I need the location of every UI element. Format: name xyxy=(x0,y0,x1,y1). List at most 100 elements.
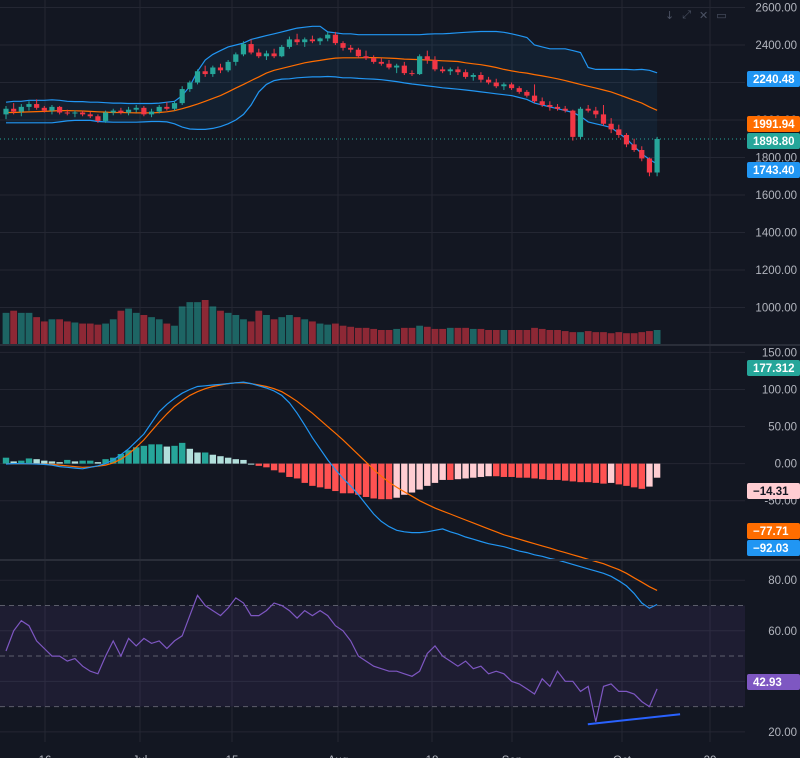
macd-histogram-bar[interactable] xyxy=(531,463,538,479)
volume-bar[interactable] xyxy=(2,312,10,345)
macd-histogram-bar[interactable] xyxy=(194,452,201,464)
candle-body[interactable] xyxy=(171,103,178,109)
volume-bar[interactable] xyxy=(71,322,79,346)
volume-bar[interactable] xyxy=(109,319,117,345)
macd-histogram-bar[interactable] xyxy=(286,463,293,477)
volume-bar[interactable] xyxy=(492,330,500,345)
macd-histogram-bar[interactable] xyxy=(178,442,186,464)
volume-bar[interactable] xyxy=(224,312,232,345)
candle-body[interactable] xyxy=(639,150,645,159)
candle-body[interactable] xyxy=(463,72,469,77)
candle-body[interactable] xyxy=(516,88,522,92)
macd-histogram-bar[interactable] xyxy=(10,461,17,464)
candle-body[interactable] xyxy=(493,82,499,87)
candle-body[interactable] xyxy=(148,111,155,115)
macd-histogram-bar[interactable] xyxy=(424,463,431,486)
volume-bar[interactable] xyxy=(546,330,554,345)
volume-bar[interactable] xyxy=(561,331,569,345)
volume-bar[interactable] xyxy=(477,328,485,345)
volume-bar[interactable] xyxy=(515,330,523,345)
maximize-icon[interactable]: ▭ xyxy=(716,8,727,22)
candle-body[interactable] xyxy=(539,101,545,105)
volume-bar[interactable] xyxy=(638,332,646,345)
candle-body[interactable] xyxy=(325,34,331,39)
candle-body[interactable] xyxy=(531,95,538,102)
volume-bar[interactable] xyxy=(523,330,531,345)
volume-bar[interactable] xyxy=(255,310,263,345)
candle-body[interactable] xyxy=(118,110,124,113)
macd-histogram-bar[interactable] xyxy=(41,460,48,464)
volume-bar[interactable] xyxy=(653,330,661,345)
macd-histogram-bar[interactable] xyxy=(385,463,393,500)
volume-bar[interactable] xyxy=(278,317,286,345)
candle-body[interactable] xyxy=(631,144,637,150)
macd-histogram-bar[interactable] xyxy=(638,463,645,489)
volume-bar[interactable] xyxy=(48,319,56,345)
volume-bar[interactable] xyxy=(270,319,278,345)
volume-bar[interactable] xyxy=(201,300,209,345)
macd-histogram-bar[interactable] xyxy=(569,463,577,482)
volume-bar[interactable] xyxy=(584,331,592,345)
candle-body[interactable] xyxy=(508,84,515,89)
volume-bar[interactable] xyxy=(94,324,102,345)
macd-histogram-bar[interactable] xyxy=(500,463,508,477)
macd-histogram-bar[interactable] xyxy=(630,463,638,488)
candle-body[interactable] xyxy=(34,104,40,108)
candle-body[interactable] xyxy=(332,34,338,44)
candle-body[interactable] xyxy=(11,108,17,112)
macd-histogram-bar[interactable] xyxy=(362,463,370,497)
candle-body[interactable] xyxy=(217,67,224,71)
macd-histogram-bar[interactable] xyxy=(316,463,324,488)
candle-body[interactable] xyxy=(570,110,576,137)
volume-bar[interactable] xyxy=(554,330,561,345)
macd-histogram-bar[interactable] xyxy=(523,463,531,478)
volume-bar[interactable] xyxy=(469,328,477,345)
candle-body[interactable] xyxy=(485,79,492,83)
macd-histogram-bar[interactable] xyxy=(324,463,331,489)
candle-body[interactable] xyxy=(501,84,507,87)
volume-bar[interactable] xyxy=(538,328,546,345)
macd-histogram-bar[interactable] xyxy=(148,444,155,464)
volume-bar[interactable] xyxy=(33,317,41,345)
macd-histogram-bar[interactable] xyxy=(309,463,316,486)
macd-histogram-bar[interactable] xyxy=(370,463,377,499)
volume-bar[interactable] xyxy=(347,326,355,345)
volume-bar[interactable] xyxy=(178,306,186,345)
macd-histogram-bar[interactable] xyxy=(163,446,171,464)
volume-bar[interactable] xyxy=(623,333,630,345)
collapse-icon[interactable]: ⤢ xyxy=(682,8,692,21)
volume-bar[interactable] xyxy=(569,332,577,345)
volume-bar[interactable] xyxy=(615,332,623,345)
candle-body[interactable] xyxy=(363,56,369,59)
candle-body[interactable] xyxy=(524,91,530,96)
volume-bar[interactable] xyxy=(247,321,255,345)
candle-body[interactable] xyxy=(348,47,354,50)
volume-bar[interactable] xyxy=(362,327,370,345)
macd-histogram-bar[interactable] xyxy=(454,463,462,480)
volume-bar[interactable] xyxy=(140,315,148,345)
macd-histogram-bar[interactable] xyxy=(600,463,607,484)
candle-body[interactable] xyxy=(386,63,392,68)
macd-histogram-bar[interactable] xyxy=(439,463,446,480)
candle-body[interactable] xyxy=(164,106,170,109)
pane-separators[interactable] xyxy=(0,344,800,561)
macd-histogram-bar[interactable] xyxy=(156,444,163,464)
candle-body[interactable] xyxy=(210,67,216,75)
candle-body[interactable] xyxy=(608,123,614,130)
volume-bar[interactable] xyxy=(577,332,584,345)
macd-histogram-bar[interactable] xyxy=(623,463,630,486)
macd-histogram-bar[interactable] xyxy=(577,463,584,483)
volume-bar[interactable] xyxy=(354,327,362,345)
macd-histogram-bar[interactable] xyxy=(186,448,194,464)
candle-body[interactable] xyxy=(317,38,323,42)
macd-histogram-bar[interactable] xyxy=(539,463,546,480)
candle-body[interactable] xyxy=(179,89,185,104)
macd-histogram-bar[interactable] xyxy=(470,463,477,478)
macd-histogram-bar[interactable] xyxy=(554,463,561,480)
macd-histogram-bar[interactable] xyxy=(133,447,140,464)
macd-histogram-bar[interactable] xyxy=(18,460,25,464)
macd-histogram-bar[interactable] xyxy=(217,456,224,464)
volume-bar[interactable] xyxy=(56,319,64,345)
volume-bar[interactable] xyxy=(309,321,316,345)
macd-histogram-bar[interactable] xyxy=(270,463,278,471)
